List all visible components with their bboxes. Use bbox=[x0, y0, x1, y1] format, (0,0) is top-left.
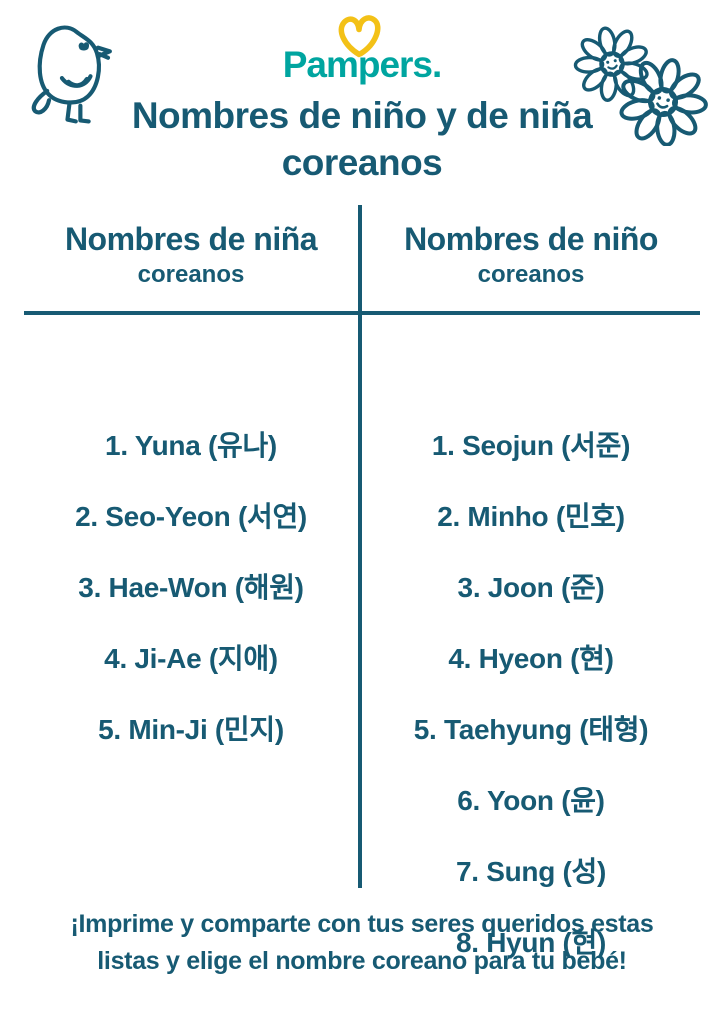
heart-doodle-icon bbox=[333, 12, 385, 60]
girls-column-header: Nombres de niña bbox=[64, 221, 318, 257]
boys-column-header: Nombres de niño bbox=[404, 221, 658, 257]
page-title-line2: coreanos bbox=[281, 142, 443, 183]
boys-column: Nombres de niño coreanos 1. Seojun (서준) … bbox=[362, 205, 700, 958]
footer-cta: ¡Imprime y comparte con tus seres querid… bbox=[0, 906, 724, 980]
page-title: Nombres de niño y de niña coreanos bbox=[0, 92, 724, 186]
list-item: 8. Hyun (현) bbox=[455, 926, 607, 958]
list-item: 4. Ji-Ae (지애) bbox=[104, 642, 278, 674]
list-item: 4. Hyeon (현) bbox=[448, 642, 614, 674]
list-item: 6. Yoon (윤) bbox=[457, 784, 605, 816]
bird-doodle-icon bbox=[26, 20, 120, 126]
list-item: 5. Taehyung (태형) bbox=[413, 713, 649, 745]
vertical-divider bbox=[358, 205, 362, 888]
girls-column: Nombres de niña coreanos 1. Yuna (유나) 2.… bbox=[24, 205, 358, 888]
header-underline bbox=[24, 311, 700, 315]
list-item: 3. Joon (준) bbox=[457, 571, 605, 603]
footer-cta-line1: ¡Imprime y comparte con tus seres querid… bbox=[70, 910, 654, 938]
list-item: 1. Yuna (유나) bbox=[105, 429, 277, 461]
pampers-logo: Pampers. bbox=[0, 15, 724, 86]
footer-cta-line2: listas y elige el nombre coreano para tu… bbox=[97, 947, 627, 975]
smiling-daisy-icon bbox=[570, 12, 716, 146]
list-item: 2. Minho (민호) bbox=[437, 500, 625, 532]
boys-name-list: 1. Seojun (서준) 2. Minho (민호) 3. Joon (준)… bbox=[362, 408, 700, 976]
boys-column-subheader: coreanos bbox=[477, 261, 585, 288]
names-table: Nombres de niña coreanos 1. Yuna (유나) 2.… bbox=[24, 205, 700, 958]
list-item: 1. Seojun (서준) bbox=[431, 429, 631, 461]
list-item: 2. Seo-Yeon (서연) bbox=[75, 500, 307, 532]
page-title-line1: Nombres de niño y de niña bbox=[131, 95, 593, 136]
girls-name-list: 1. Yuna (유나) 2. Seo-Yeon (서연) 3. Hae-Won… bbox=[24, 408, 358, 763]
list-item: 3. Hae-Won (해원) bbox=[78, 571, 304, 603]
list-item: 5. Min-Ji (민지) bbox=[98, 713, 284, 745]
girls-column-subheader: coreanos bbox=[137, 261, 245, 288]
list-item: 7. Sung (성) bbox=[455, 855, 606, 887]
